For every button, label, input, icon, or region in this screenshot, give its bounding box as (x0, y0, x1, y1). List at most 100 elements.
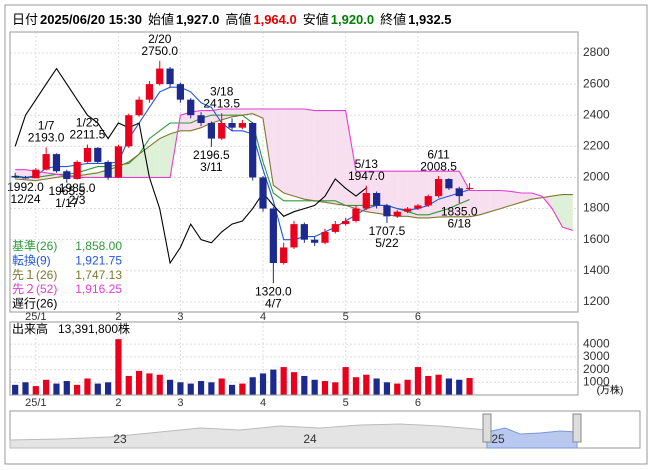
candle-body (11, 175, 19, 178)
indicator-line (14, 67, 367, 265)
volume-bar (332, 382, 339, 395)
volume-bar (394, 383, 401, 395)
annotation-date: 12/24 (10, 192, 40, 206)
annotation-date: 5/22 (375, 236, 399, 250)
volume-bar (373, 378, 380, 395)
annotation-value: 1992.0 (7, 180, 44, 194)
field-label: 終値 (380, 12, 407, 27)
candle-body (311, 239, 319, 243)
navigator-selection (486, 427, 578, 449)
annotation-date: 6/11 (427, 147, 450, 161)
volume-bar (197, 381, 205, 395)
candle-body (280, 247, 288, 263)
candle-body (352, 208, 360, 221)
cloud (294, 109, 305, 200)
legend-value: 1,858.00 (75, 239, 122, 253)
volume-bar (53, 383, 60, 395)
volume-bar (363, 374, 370, 395)
field-label: 始値 (147, 12, 174, 27)
candle-body (207, 123, 215, 139)
candle-body (218, 123, 226, 139)
cloud (490, 190, 501, 212)
cloud (469, 190, 480, 217)
annotation-date: 1/23 (76, 116, 100, 130)
candle-body (42, 154, 50, 170)
candle-body (32, 169, 40, 179)
volume-bar (187, 383, 194, 395)
date-value: 2025/06/20 15:30 (40, 12, 142, 27)
candle-body (166, 68, 174, 85)
candle-body (383, 205, 391, 217)
field-value: 1,964.0 (253, 12, 297, 27)
volume-bar (84, 378, 91, 395)
y-tick-label: 2400 (583, 107, 610, 121)
cloud (273, 109, 284, 193)
main-frame (9, 31, 579, 313)
cloud (345, 110, 356, 209)
date-label: 日付 (12, 12, 39, 27)
volume-bar (290, 372, 298, 395)
volume-bar (218, 378, 225, 395)
legend-name: 転換(9) (12, 253, 51, 267)
volume-bar (456, 379, 463, 395)
annotation-date: 5/13 (355, 157, 379, 171)
volume-bar (228, 384, 236, 395)
candle-body (434, 179, 443, 197)
field-label: 高値 (225, 12, 252, 27)
legend-bg (11, 240, 124, 254)
y-tick-label: 2000 (583, 362, 610, 376)
legend-bg (11, 282, 124, 297)
volume-bar (32, 386, 39, 395)
legend-value: 1,747.13 (75, 268, 122, 282)
annotation-value: 1835.0 (441, 204, 478, 218)
candle-body (269, 208, 277, 263)
volume-bar (63, 381, 70, 395)
y-tick-label: 4000 (583, 336, 610, 350)
navigator-history (9, 423, 488, 449)
volume-bar (414, 367, 422, 395)
annotation-value: 1707.5 (369, 224, 406, 238)
field-value: 1,920.0 (330, 12, 375, 27)
cloud (500, 190, 511, 209)
volume-bar (94, 383, 101, 395)
volume-bar (135, 370, 143, 395)
cloud (283, 109, 294, 197)
annotation-value: 2750.0 (141, 44, 178, 58)
cloud (552, 194, 563, 228)
candle-body (52, 154, 61, 172)
cloud (159, 133, 171, 178)
plots: 12001400160018002000220024002600280025/1… (7, 32, 623, 409)
candle-body (114, 146, 123, 178)
annotation-value: 2413.5 (203, 96, 240, 110)
annotation-date: 4/7 (265, 296, 282, 310)
navigator-label: 24 (303, 432, 317, 446)
navigator-handle[interactable] (482, 413, 492, 443)
legend-name: 遅行(26) (12, 296, 57, 310)
annotation-value: 2008.5 (420, 159, 457, 173)
x-tick-label: 3 (177, 311, 183, 323)
annotation-value: 1965.5 (48, 184, 85, 198)
candle-body (94, 147, 102, 162)
volume-bar (270, 369, 277, 395)
x-tick-label: 2 (115, 397, 121, 409)
x-tick-label: 4 (260, 311, 266, 323)
candle-body (455, 188, 463, 197)
cloud (386, 171, 398, 217)
candle-body (342, 221, 350, 225)
candle-body (362, 193, 370, 209)
volume-unit: (万株) (597, 384, 624, 397)
candle-body (73, 161, 81, 179)
cloud (314, 110, 325, 203)
x-tick-label: 5 (343, 397, 349, 409)
volume-bar (383, 382, 391, 395)
volume-bar (342, 367, 349, 395)
candle-body (445, 179, 453, 189)
volume-latest: 13,391,800株 (58, 321, 130, 336)
navigator-handle[interactable] (572, 413, 582, 443)
candle-body (187, 99, 195, 116)
y-tick-label: 2800 (583, 45, 610, 59)
y-tick-label: 1800 (583, 201, 610, 215)
y-tick-label: 1600 (583, 232, 610, 246)
candle-body (104, 161, 112, 178)
